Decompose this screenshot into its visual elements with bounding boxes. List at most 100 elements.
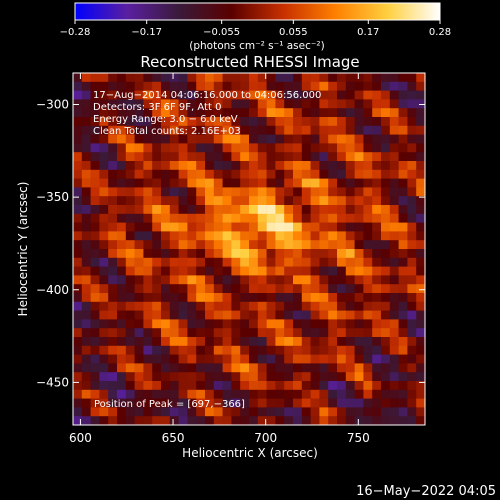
annotation-block: 17−Aug−2014 04:06:16.000 to 04:06:56.000… bbox=[93, 90, 321, 137]
heatmap-cell bbox=[407, 143, 417, 153]
heatmap-cell bbox=[73, 161, 83, 171]
heatmap-cell bbox=[266, 108, 276, 118]
heatmap-cell bbox=[178, 231, 188, 241]
heatmap-cell bbox=[328, 222, 338, 232]
heatmap-cell bbox=[363, 407, 373, 417]
heatmap-cell bbox=[213, 108, 223, 118]
heatmap-cell bbox=[152, 257, 162, 267]
heatmap-cell bbox=[205, 213, 215, 223]
heatmap-cell bbox=[81, 407, 91, 417]
heatmap-cell bbox=[319, 319, 329, 329]
heatmap-cell bbox=[143, 240, 153, 250]
heatmap-cell bbox=[275, 134, 285, 144]
heatmap-cell bbox=[284, 328, 294, 338]
heatmap-cell bbox=[81, 222, 91, 232]
heatmap-cell bbox=[345, 257, 355, 267]
heatmap-cell bbox=[416, 108, 425, 118]
heatmap-cell bbox=[205, 108, 215, 118]
heatmap-cell bbox=[337, 275, 347, 285]
heatmap-cell bbox=[187, 328, 197, 338]
heatmap-cell bbox=[161, 143, 171, 153]
heatmap-cell bbox=[161, 284, 171, 294]
axis-ticks: 600 650 700 750−300−350−400−450 bbox=[36, 73, 425, 445]
heatmap-cell bbox=[90, 152, 100, 162]
heatmap-cell bbox=[108, 416, 118, 425]
heatmap-cell bbox=[161, 240, 171, 250]
heatmap-cell bbox=[161, 301, 171, 311]
heatmap-cell bbox=[249, 169, 259, 179]
heatmap-cell bbox=[152, 152, 162, 162]
heatmap-cell bbox=[266, 389, 276, 399]
heatmap-cell bbox=[310, 125, 320, 135]
heatmap-cell bbox=[178, 372, 188, 382]
heatmap-cell bbox=[213, 187, 223, 197]
heatmap-cell bbox=[407, 354, 417, 364]
heatmap-cell bbox=[143, 345, 153, 355]
heatmap-cell bbox=[389, 240, 399, 250]
heatmap-cell bbox=[372, 389, 382, 399]
heatmap-cell bbox=[196, 117, 206, 127]
heatmap-cell bbox=[134, 345, 144, 355]
heatmap-cell bbox=[196, 354, 206, 364]
heatmap-cell bbox=[416, 319, 425, 329]
heatmap-cell bbox=[416, 372, 425, 382]
heatmap-cell bbox=[319, 205, 329, 215]
heatmap-cell bbox=[389, 381, 399, 391]
y-tick-label: −350 bbox=[36, 190, 69, 204]
heatmap-cell bbox=[345, 275, 355, 285]
heatmap-cell bbox=[196, 125, 206, 135]
heatmap-cell bbox=[161, 407, 171, 417]
heatmap-cell bbox=[337, 169, 347, 179]
heatmap-cell bbox=[275, 90, 285, 100]
heatmap-cell bbox=[99, 152, 109, 162]
heatmap-cell bbox=[99, 90, 109, 100]
heatmap-cell bbox=[143, 266, 153, 276]
heatmap-cell bbox=[99, 231, 109, 241]
heatmap-cell bbox=[73, 310, 83, 320]
heatmap-cell bbox=[407, 363, 417, 373]
heatmap-cell bbox=[337, 328, 347, 338]
annotation-line: Detectors: 3F 6F 9F, Att 0 bbox=[93, 102, 221, 113]
heatmap-cell bbox=[187, 389, 197, 399]
heatmap-cell bbox=[389, 275, 399, 285]
heatmap-cell bbox=[152, 301, 162, 311]
heatmap-cell bbox=[99, 284, 109, 294]
heatmap-cell bbox=[310, 301, 320, 311]
heatmap-cell bbox=[266, 407, 276, 417]
heatmap-cell bbox=[161, 108, 171, 118]
heatmap-cell bbox=[249, 257, 259, 267]
heatmap-cell bbox=[117, 345, 127, 355]
heatmap-cell bbox=[407, 337, 417, 347]
heatmap-cell bbox=[178, 81, 188, 91]
heatmap-cell bbox=[319, 249, 329, 259]
heatmap-cell bbox=[152, 161, 162, 171]
heatmap-cell bbox=[90, 249, 100, 259]
heatmap-cell bbox=[381, 407, 391, 417]
heatmap-cell bbox=[196, 301, 206, 311]
heatmap-cell bbox=[416, 354, 425, 364]
heatmap-cell bbox=[345, 389, 355, 399]
heatmap-cell bbox=[161, 231, 171, 241]
heatmap-cell bbox=[222, 169, 232, 179]
heatmap-cell bbox=[117, 319, 127, 329]
heatmap-cell bbox=[125, 117, 135, 127]
heatmap-cell bbox=[117, 249, 127, 259]
heatmap-cell bbox=[143, 372, 153, 382]
heatmap-cell bbox=[398, 169, 408, 179]
y-axis-label: Heliocentric Y (arcsec) bbox=[16, 182, 30, 317]
heatmap-cell bbox=[266, 205, 276, 215]
heatmap-cell bbox=[213, 231, 223, 241]
heatmap-cell bbox=[240, 108, 250, 118]
heatmap-cell bbox=[266, 293, 276, 303]
heatmap-cell bbox=[275, 222, 285, 232]
heatmap-cell bbox=[73, 266, 83, 276]
heatmap-cell bbox=[398, 301, 408, 311]
heatmap-cell bbox=[328, 301, 338, 311]
heatmap-cell bbox=[363, 337, 373, 347]
colorbar-tick-label: 0.28 bbox=[429, 27, 451, 38]
heatmap-cell bbox=[372, 213, 382, 223]
heatmap-cell bbox=[125, 301, 135, 311]
heatmap-cell bbox=[99, 187, 109, 197]
heatmap-cell bbox=[231, 257, 241, 267]
heatmap-cell bbox=[345, 372, 355, 382]
